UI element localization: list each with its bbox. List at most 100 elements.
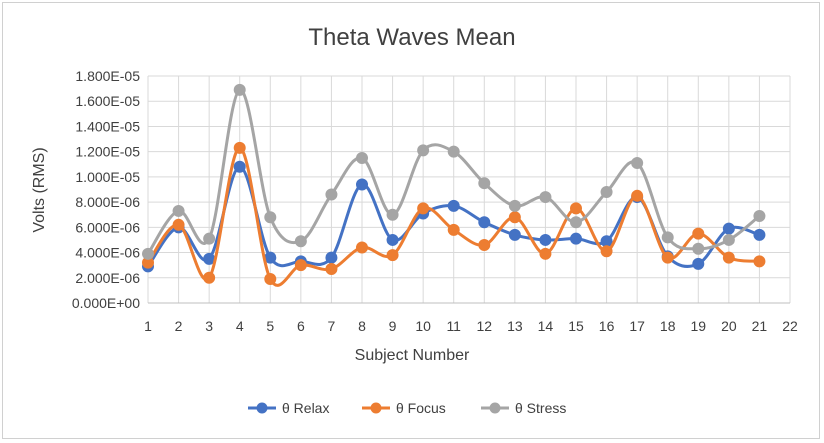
x-tick-label: 13 — [507, 318, 523, 334]
data-point — [447, 223, 460, 236]
x-tick-label: 18 — [660, 318, 676, 334]
legend-label: θ Focus — [396, 400, 446, 416]
data-point — [233, 141, 246, 154]
data-point — [508, 228, 521, 241]
x-tick-label: 11 — [446, 318, 461, 334]
x-tick-label: 3 — [205, 318, 213, 334]
data-point — [631, 157, 644, 170]
y-tick-label: 4.000E-06 — [75, 245, 140, 261]
chart-title: Theta Waves Mean — [308, 24, 515, 51]
data-point — [325, 188, 338, 201]
data-point — [478, 238, 491, 251]
data-point — [753, 209, 766, 222]
data-point — [325, 262, 338, 275]
data-point — [539, 191, 552, 204]
data-point — [386, 233, 399, 246]
data-point — [692, 257, 705, 270]
series-stress — [142, 83, 766, 260]
data-point — [600, 186, 613, 199]
data-point — [264, 211, 277, 224]
chart-frame — [2, 2, 820, 439]
data-point — [203, 232, 216, 245]
y-axis-ticks: 0.000E+00 2.000E-06 4.000E-06 6.000E-06 8.00… — [72, 68, 140, 311]
x-tick-label: 6 — [297, 318, 305, 334]
data-point — [203, 271, 216, 284]
data-point — [417, 202, 430, 215]
y-tick-label: 1.400E-05 — [75, 118, 140, 134]
x-tick-label: 16 — [599, 318, 615, 334]
data-point — [722, 251, 735, 264]
data-point — [478, 216, 491, 229]
y-tick-label: 1.200E-05 — [75, 144, 140, 160]
data-point — [722, 222, 735, 235]
y-tick-label: 8.000E-06 — [75, 194, 140, 210]
data-point — [478, 177, 491, 190]
legend-item: θ Relax — [248, 400, 329, 416]
data-point — [692, 242, 705, 255]
x-tick-label: 10 — [415, 318, 431, 334]
x-tick-label: 2 — [175, 318, 183, 334]
y-tick-label: 1.600E-05 — [75, 93, 140, 109]
data-point — [264, 273, 277, 286]
y-tick-label: 1.800E-05 — [75, 68, 140, 84]
data-point — [753, 255, 766, 268]
data-point — [386, 249, 399, 262]
x-tick-label: 20 — [721, 318, 737, 334]
data-point — [539, 233, 552, 246]
data-point — [631, 189, 644, 202]
y-tick-label: 2.000E-06 — [75, 270, 140, 286]
series-group — [142, 83, 766, 287]
legend-swatch-marker — [256, 402, 268, 414]
y-tick-label: 0.000E+00 — [72, 295, 140, 311]
data-point — [142, 247, 154, 260]
data-point — [172, 204, 185, 217]
y-tick-label: 1.000E-05 — [75, 169, 140, 185]
data-point — [600, 245, 613, 258]
data-point — [753, 228, 766, 241]
x-tick-label: 5 — [266, 318, 274, 334]
data-point — [233, 160, 246, 173]
y-axis-label: Volts (RMS) — [31, 147, 48, 232]
x-axis-label: Subject Number — [355, 347, 470, 364]
x-tick-label: 1 — [144, 318, 152, 334]
x-tick-label: 4 — [236, 318, 244, 334]
x-axis-ticks: 1 2 3 4 5 6 7 8 9 10 11 12 13 14 15 16 17 18 19 20 21 22 — [144, 318, 798, 334]
data-point — [600, 235, 613, 248]
x-tick-label: 21 — [752, 318, 768, 334]
y-tick-label: 6.000E-06 — [75, 219, 140, 235]
x-tick-label: 12 — [476, 318, 492, 334]
data-point — [692, 227, 705, 240]
data-point — [661, 231, 674, 244]
data-point — [356, 241, 368, 254]
data-point — [661, 251, 674, 264]
data-point — [417, 144, 430, 157]
data-point — [539, 247, 552, 260]
legend-label: θ Stress — [515, 400, 566, 416]
data-point — [233, 83, 246, 96]
legend-item: θ Stress — [481, 400, 566, 416]
data-point — [386, 208, 399, 221]
x-tick-label: 8 — [358, 318, 366, 334]
data-point — [508, 199, 521, 212]
data-point — [172, 218, 185, 231]
data-point — [447, 199, 460, 212]
x-tick-label: 19 — [690, 318, 706, 334]
series-focus — [142, 141, 766, 287]
x-tick-label: 9 — [389, 318, 397, 334]
data-point — [508, 211, 521, 224]
data-point — [325, 251, 338, 264]
data-point — [570, 216, 582, 229]
data-point — [356, 151, 368, 164]
legend-item: θ Focus — [362, 400, 446, 416]
data-point — [294, 259, 307, 272]
data-point — [294, 235, 307, 248]
data-point — [722, 233, 735, 246]
gridlines — [147, 75, 791, 304]
legend: θ Relax θ Focus θ Stress — [248, 400, 566, 416]
data-point — [570, 232, 582, 245]
legend-swatch-marker — [370, 402, 382, 414]
data-point — [447, 145, 460, 158]
x-tick-label: 7 — [328, 318, 336, 334]
legend-label: θ Relax — [282, 400, 329, 416]
